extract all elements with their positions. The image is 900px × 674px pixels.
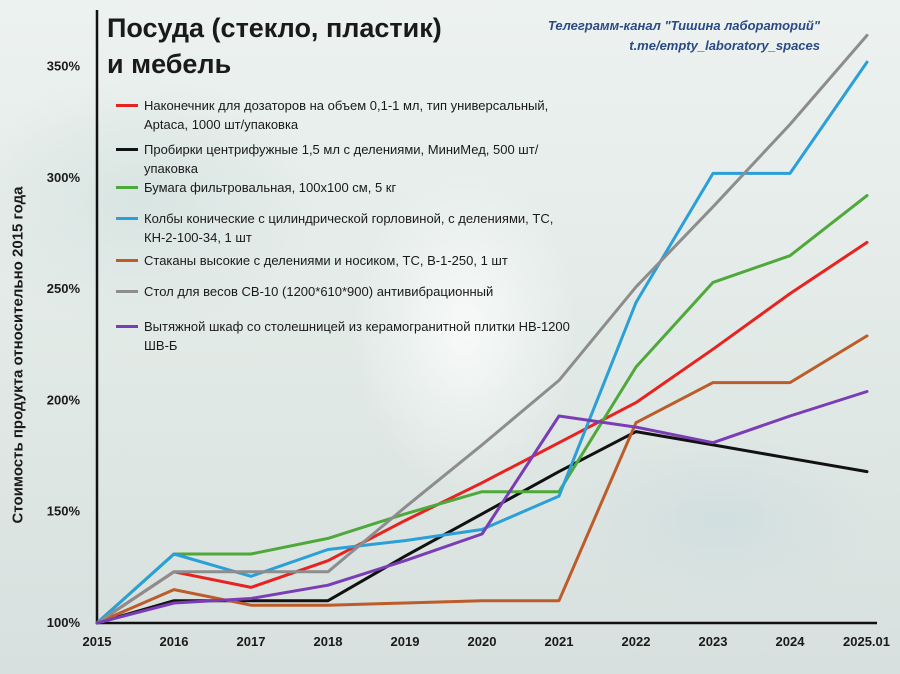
legend-item: Стаканы высокие с делениями и носиком, Т… <box>116 251 576 270</box>
x-tick-label: 2019 <box>391 634 420 649</box>
x-tick-label: 2017 <box>237 634 266 649</box>
legend-label: Вытяжной шкаф со столешницей из керамогр… <box>144 319 570 353</box>
legend: Наконечник для дозаторов на объем 0,1-1 … <box>116 96 576 355</box>
chart-title-line2: и мебель <box>107 49 232 79</box>
legend-swatch <box>116 104 138 107</box>
legend-swatch <box>116 217 138 220</box>
series-line-4 <box>95 60 869 625</box>
legend-swatch <box>116 148 138 151</box>
y-tick-label: 200% <box>47 392 81 407</box>
y-tick-label: 300% <box>47 170 81 185</box>
y-axis-label-text: Стоимость продукта относительно 2015 год… <box>9 186 27 524</box>
legend-swatch <box>116 290 138 293</box>
x-tick-label: 2022 <box>622 634 651 649</box>
legend-swatch <box>116 186 138 189</box>
series-line-6 <box>95 33 869 625</box>
series-line-3 <box>95 194 869 625</box>
x-tick-label: 2018 <box>314 634 343 649</box>
legend-label: Колбы конические с цилиндрической горлов… <box>144 211 554 245</box>
x-tick-label: 2020 <box>468 634 497 649</box>
legend-label: Наконечник для дозаторов на объем 0,1-1 … <box>144 98 549 132</box>
channel-link[interactable]: t.me/empty_laboratory_spaces <box>629 38 820 53</box>
legend-label: Стол для весов СВ-10 (1200*610*900) анти… <box>144 284 494 299</box>
legend-label: Пробирки центрифужные 1,5 мл с делениями… <box>144 142 539 176</box>
axes <box>95 10 877 625</box>
tick-labels: 100% 150% 200% 250% 300% 350% 2015 2016 2017 2018… <box>47 59 890 649</box>
series-line-7 <box>95 390 869 625</box>
series-line-2 <box>95 430 869 625</box>
legend-label: Стаканы высокие с делениями и носиком, Т… <box>144 253 508 268</box>
y-tick-label: 250% <box>47 281 81 296</box>
chart-title: Посуда (стекло, пластик) и мебель <box>107 10 442 82</box>
x-tick-label: 2025.01 <box>843 634 890 649</box>
x-tick-label: 2021 <box>545 634 574 649</box>
x-tick-label: 2016 <box>160 634 189 649</box>
y-tick-label: 350% <box>47 59 81 74</box>
legend-item: Бумага фильтровальная, 100x100 см, 5 кг <box>116 178 576 197</box>
legend-item: Пробирки центрифужные 1,5 мл с делениями… <box>116 140 576 178</box>
legend-swatch <box>116 325 138 328</box>
series-lines <box>95 33 869 625</box>
y-tick-label: 100% <box>47 615 81 630</box>
legend-swatch <box>116 259 138 262</box>
series-line-1 <box>95 240 869 625</box>
legend-item: Вытяжной шкаф со столешницей из керамогр… <box>116 317 576 355</box>
x-tick-label: 2015 <box>83 634 112 649</box>
legend-item: Колбы конические с цилиндрической горлов… <box>116 209 576 247</box>
legend-item: Стол для весов СВ-10 (1200*610*900) анти… <box>116 282 576 301</box>
channel-name: Телеграмм-канал "Тишина лабораторий" <box>547 18 820 33</box>
x-tick-label: 2024 <box>776 634 806 649</box>
y-tick-label: 150% <box>47 504 81 519</box>
legend-label: Бумага фильтровальная, 100x100 см, 5 кг <box>144 180 397 195</box>
x-tick-label: 2023 <box>699 634 728 649</box>
chart-title-line1: Посуда (стекло, пластик) <box>107 13 442 43</box>
channel-credit: Телеграмм-канал "Тишина лабораторий" t.m… <box>548 16 820 56</box>
legend-item: Наконечник для дозаторов на объем 0,1-1 … <box>116 96 576 134</box>
